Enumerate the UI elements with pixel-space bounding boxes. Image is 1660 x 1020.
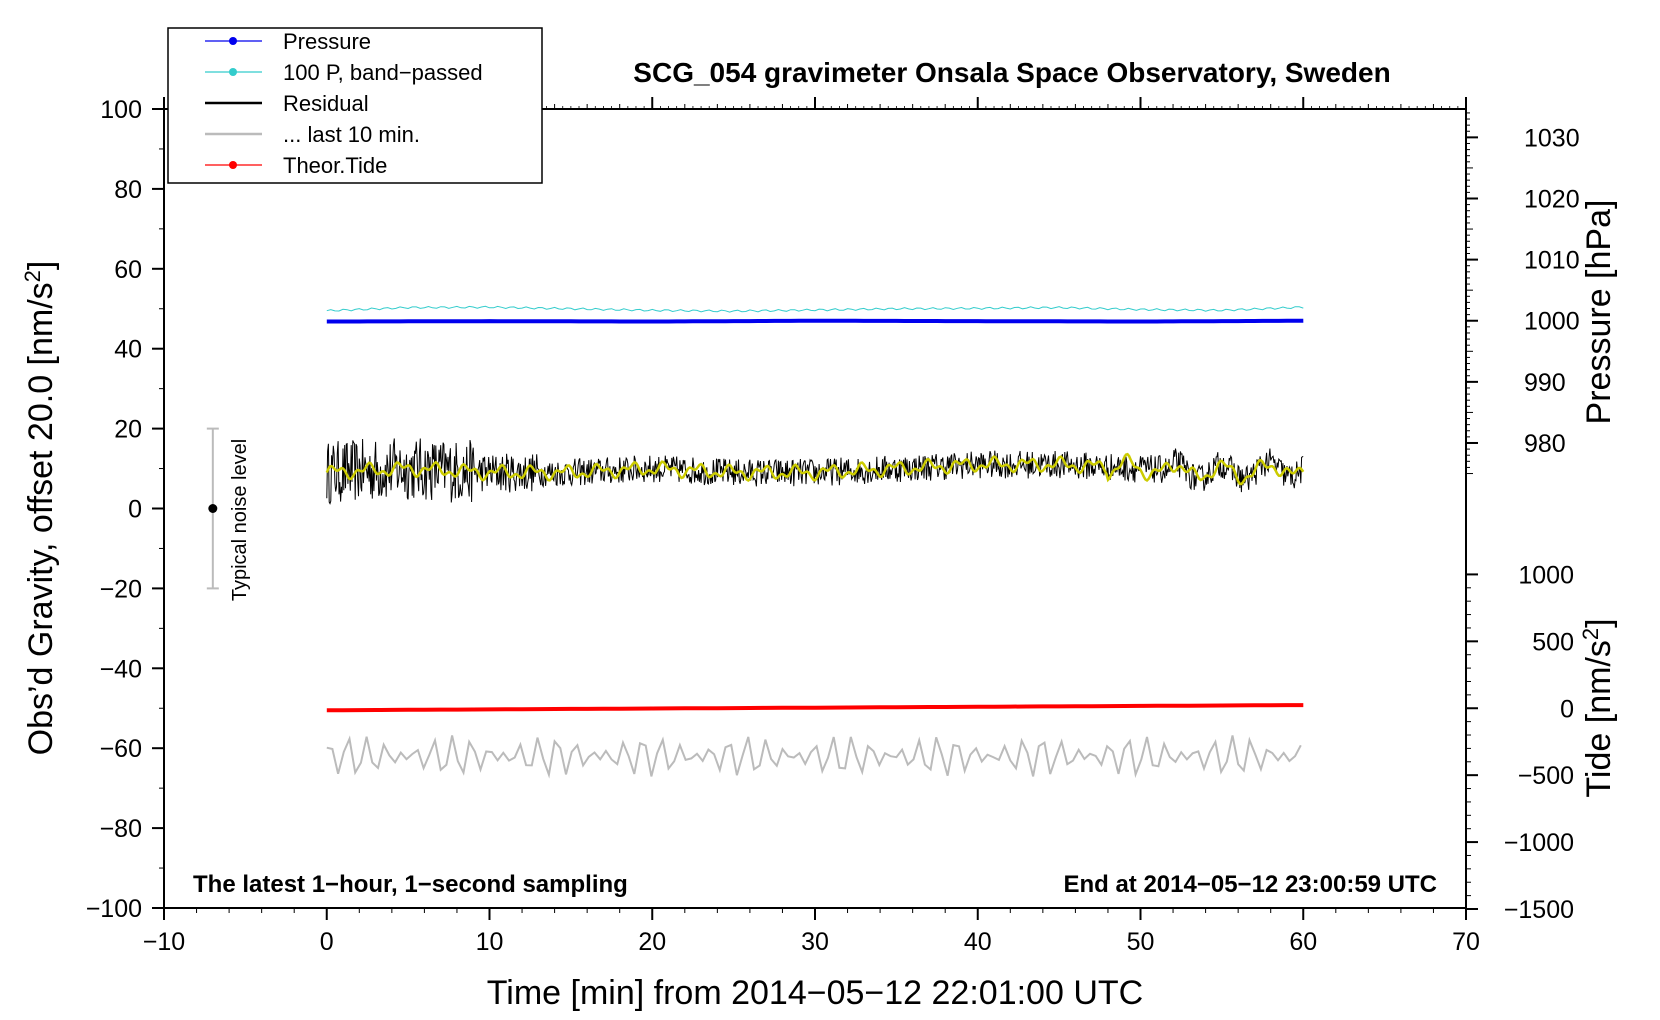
x-axis-title: Time [min] from 2014−05−12 22:01:00 UTC <box>487 974 1143 1012</box>
y-tick-label: −80 <box>100 815 142 843</box>
x-tick-label: 40 <box>964 928 992 956</box>
legend-entry: 100 P, band−passed <box>205 60 483 85</box>
series-residual <box>326 438 1304 505</box>
y-axis-title-sup: 2 <box>20 270 45 282</box>
series-layer <box>325 305 1305 779</box>
legend-entry: Residual <box>205 91 369 116</box>
legend-marker <box>229 37 237 45</box>
x-tick-label: 30 <box>801 928 829 956</box>
pressure-tick-label: 980 <box>1524 430 1566 458</box>
legend-entry: Theor.Tide <box>205 153 387 178</box>
y-tick-label: −100 <box>86 895 142 923</box>
pressure-tick-label: 1010 <box>1524 247 1580 275</box>
y-axis-title-end: ] <box>22 261 60 270</box>
y-axis-title-main: Obs’d Gravity, offset 20.0 [nm/s <box>22 282 60 755</box>
x-tick-label: 50 <box>1127 928 1155 956</box>
pressure-tick-label: 1000 <box>1524 308 1580 336</box>
legend-entry: Pressure <box>205 29 371 54</box>
pressure-tick-label: 1030 <box>1524 124 1580 152</box>
pressure-tick-label: 1020 <box>1524 185 1580 213</box>
tide-tick-label: −1500 <box>1504 896 1574 924</box>
series-residual-smoothed <box>325 452 1305 486</box>
y-tick-label: −60 <box>100 735 142 763</box>
noise-center-dot <box>208 504 218 513</box>
y-tick-label: −20 <box>100 575 142 603</box>
y-tick-label: 100 <box>100 96 142 124</box>
x-tick-label: 10 <box>476 928 504 956</box>
x-tick-label: 60 <box>1289 928 1317 956</box>
legend-label: Theor.Tide <box>283 153 387 178</box>
axes-layer: −10 0 10 20 30 40 50 60 70−100−80−60−40−20020406… <box>86 96 1580 956</box>
y-tick-label: 60 <box>114 256 142 284</box>
tide-axis-title: Tide [nm/s2] <box>1578 618 1619 797</box>
noise-level-indicator: Typical noise level <box>206 427 251 601</box>
x-tick-label: −10 <box>143 928 185 956</box>
x-tick-label: 70 <box>1452 928 1480 956</box>
noise-bar <box>206 427 219 590</box>
tide-tick-label: 0 <box>1560 695 1574 723</box>
x-tick-label: 0 <box>320 928 334 956</box>
legend: Pressure 100 P, band−passed Residual ... la… <box>167 27 543 184</box>
legend-label: Pressure <box>283 29 371 54</box>
series-band-passed-pressure <box>326 305 1304 313</box>
legend-label: 100 P, band−passed <box>283 60 483 85</box>
noise-level-label: Typical noise level <box>229 439 251 601</box>
legend-marker <box>229 161 237 169</box>
legend-label: Residual <box>283 91 369 116</box>
legend-marker <box>229 68 237 76</box>
y-tick-label: 20 <box>114 416 142 444</box>
y-tick-label: 40 <box>114 336 142 364</box>
tide-tick-label: 1000 <box>1518 561 1574 589</box>
plot-frame <box>163 108 1467 909</box>
legend-entry: ... last 10 min. <box>205 122 420 147</box>
legend-entries: Pressure 100 P, band−passed Residual ... la… <box>205 29 483 178</box>
legend-box <box>167 27 543 184</box>
y-tick-label: 0 <box>128 496 142 524</box>
tide-tick-label: −1000 <box>1504 829 1574 857</box>
x-tick-label: 20 <box>638 928 666 956</box>
tide-tick-label: 500 <box>1532 628 1574 656</box>
series-pressure <box>326 318 1304 324</box>
y-tick-label: 80 <box>114 176 142 204</box>
sampling-annotation: The latest 1−hour, 1−second sampling <box>193 871 628 898</box>
pressure-tick-label: 990 <box>1524 369 1566 397</box>
tide-axis-title-sup: 2 <box>1578 628 1603 640</box>
series-last-10-min <box>326 735 1302 779</box>
tide-axis-title-end: ] <box>1580 618 1618 627</box>
chart-title: SCG_054 gravimeter Onsala Space Observat… <box>633 57 1390 88</box>
tide-axis-title-main: Tide [nm/s <box>1580 640 1618 797</box>
legend-label: ... last 10 min. <box>283 122 420 147</box>
y-axis-title: Obs’d Gravity, offset 20.0 [nm/s2] <box>20 261 61 756</box>
y-tick-label: −40 <box>100 655 142 683</box>
series-theoretical-tide <box>326 703 1304 713</box>
end-time-annotation: End at 2014−05−12 23:00:59 UTC <box>1063 871 1437 898</box>
pressure-axis-title: Pressure [hPa] <box>1580 200 1618 425</box>
tide-tick-label: −500 <box>1518 762 1574 790</box>
